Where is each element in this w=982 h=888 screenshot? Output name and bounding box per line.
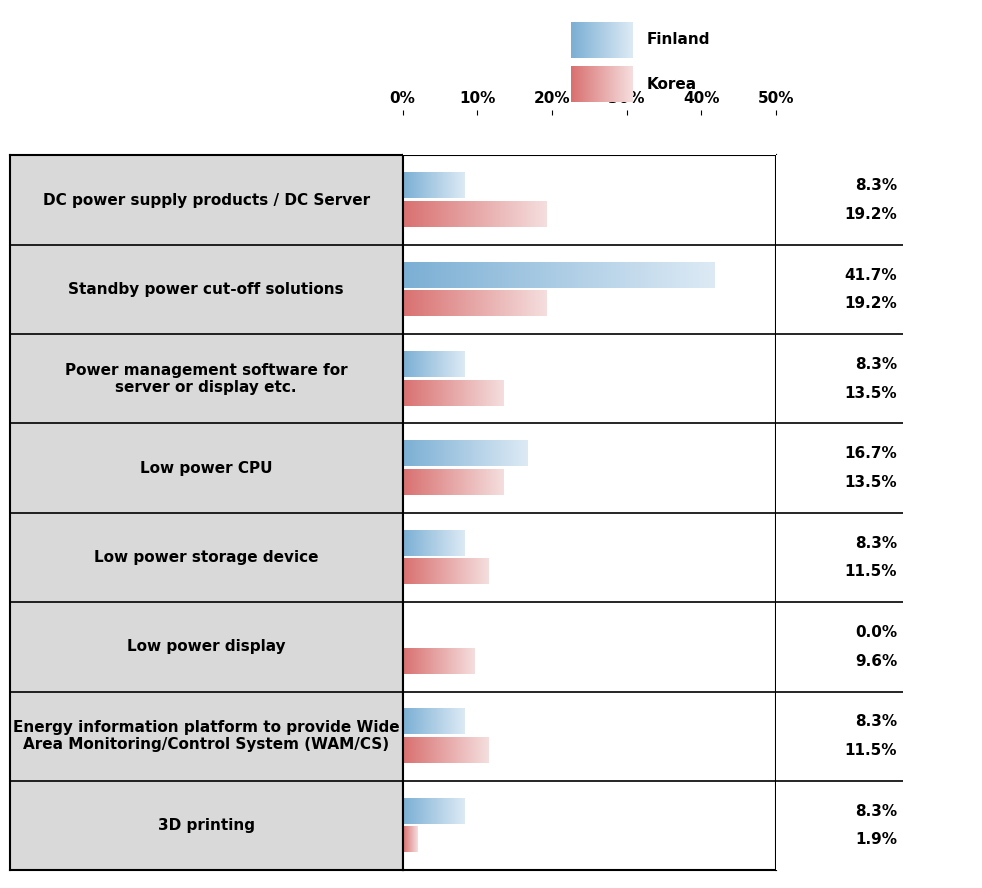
Bar <box>403 602 776 692</box>
Text: 9.6%: 9.6% <box>854 654 898 669</box>
Text: 16.7%: 16.7% <box>845 447 898 462</box>
Text: 0.0%: 0.0% <box>855 625 898 640</box>
Text: 11.5%: 11.5% <box>845 743 898 758</box>
Text: 13.5%: 13.5% <box>845 475 898 490</box>
Text: Standby power cut-off solutions: Standby power cut-off solutions <box>69 281 344 297</box>
Text: DC power supply products / DC Server: DC power supply products / DC Server <box>42 193 370 208</box>
Bar <box>403 781 776 870</box>
Text: Low power CPU: Low power CPU <box>140 461 272 476</box>
Text: 1.9%: 1.9% <box>855 832 898 847</box>
Text: Korea: Korea <box>646 77 696 91</box>
Text: Power management software for
server or display etc.: Power management software for server or … <box>65 362 348 395</box>
Bar <box>403 155 776 245</box>
Bar <box>403 334 776 424</box>
Text: 8.3%: 8.3% <box>855 178 898 194</box>
Bar <box>403 692 776 781</box>
Text: Low power storage device: Low power storage device <box>94 550 318 565</box>
Text: 19.2%: 19.2% <box>845 207 898 222</box>
Text: Energy information platform to provide Wide
Area Monitoring/Control System (WAM/: Energy information platform to provide W… <box>13 720 400 752</box>
Text: 19.2%: 19.2% <box>845 297 898 311</box>
Bar <box>403 513 776 602</box>
Text: 8.3%: 8.3% <box>855 715 898 729</box>
Text: 8.3%: 8.3% <box>855 804 898 819</box>
Text: 8.3%: 8.3% <box>855 357 898 372</box>
Text: Low power display: Low power display <box>127 639 286 654</box>
Text: 3D printing: 3D printing <box>158 818 254 833</box>
Text: 41.7%: 41.7% <box>845 267 898 282</box>
Text: 8.3%: 8.3% <box>855 535 898 551</box>
Bar <box>403 245 776 334</box>
Text: Finland: Finland <box>646 33 710 47</box>
Text: 11.5%: 11.5% <box>845 564 898 579</box>
Text: 13.5%: 13.5% <box>845 385 898 400</box>
Bar <box>403 424 776 513</box>
